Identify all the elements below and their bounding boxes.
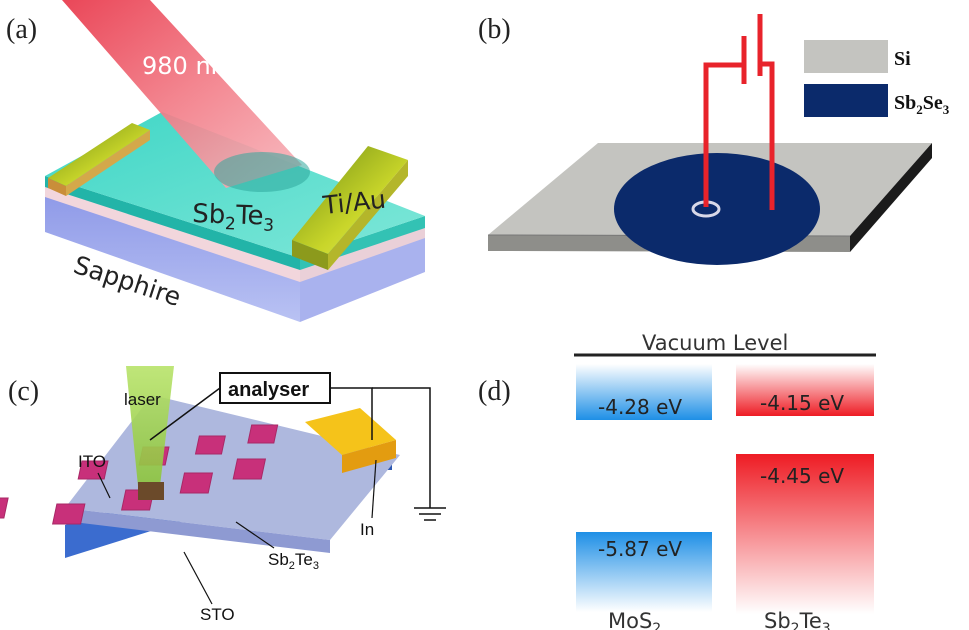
analyser-wire-laser [149, 387, 221, 441]
mos2-label: MoS2 [608, 609, 661, 630]
electrode-right-top [292, 146, 408, 254]
laser-beam [62, 0, 302, 188]
ito-pad [232, 458, 267, 480]
sb2te3-top-band [736, 364, 874, 416]
sb2te3-bottom-band [736, 454, 874, 614]
mos2-top-value: -4.28 eV [598, 395, 682, 419]
indium-front [342, 440, 396, 473]
indium-label: In [360, 520, 374, 539]
probe-wire-right [760, 61, 775, 210]
sto-label: STO [200, 605, 235, 624]
panel-a-label: (a) [6, 14, 37, 45]
sb2se3-disc [614, 153, 820, 265]
electrode-label: Ti/Au [321, 185, 388, 221]
ito-pad [52, 503, 86, 525]
ito-pad [179, 472, 214, 494]
ito-pad [0, 497, 9, 519]
mos2-bottom-value: -5.87 eV [598, 537, 682, 561]
panel-c-label: (c) [8, 376, 39, 407]
indium-pointer [371, 459, 377, 519]
laser-beam-green [126, 366, 174, 486]
pink-layer-front [45, 185, 300, 282]
ito-pointer [97, 472, 111, 499]
film-side-front [45, 176, 300, 270]
ito-label: ITO [78, 452, 106, 471]
ito-pad [247, 424, 279, 444]
analyser-wire-ground [372, 387, 431, 508]
electrode-right-side [292, 240, 328, 270]
legend-label-sb2se3: Sb2Se3 [894, 92, 950, 117]
legend-label-si: Si [894, 48, 911, 70]
sapphire-side-front [45, 195, 300, 322]
probe-wire-left [703, 62, 742, 207]
indium-top [305, 408, 396, 455]
electrode-left-front [66, 130, 150, 196]
ito-pad [77, 460, 109, 480]
panel-b: (b) Si Sb2Se3 [478, 14, 950, 265]
analyser-box [219, 372, 331, 404]
sb2te3-label-d: Sb2Te3 [764, 609, 831, 630]
film-label: Sb2Te3 [192, 199, 275, 236]
analyser-label: analyser [228, 379, 309, 401]
ito-pad [194, 435, 226, 455]
panel-d-label: (d) [478, 376, 511, 407]
sb2te3-pointer [235, 521, 275, 549]
pink-layer-right [300, 226, 425, 282]
panel-a: (a) 980 nm Sb2Te3 Ti/Au Sapphire [6, 0, 425, 322]
sto-pointer [183, 551, 213, 605]
wavelength-label: 980 nm [142, 52, 234, 80]
panel-b-label: (b) [478, 14, 511, 45]
legend-swatch-sb2se3 [804, 84, 888, 117]
electrode-left-side [48, 178, 66, 196]
sb2te3-film-front [65, 508, 330, 553]
si-slab-right [850, 143, 932, 252]
sb2te3-label-c: Sb2Te3 [268, 550, 319, 572]
sapphire-side-right [300, 236, 425, 322]
electrode-right-front [328, 160, 408, 270]
legend-swatch-si [804, 40, 888, 73]
panel-c: (c) analyser [0, 366, 446, 624]
vacuum-level-label: Vacuum Level [642, 331, 788, 355]
sb2te3-top-value: -4.15 eV [760, 391, 844, 415]
sb2te3-bottom-value: -4.45 eV [760, 464, 844, 488]
mos2-conduction-band [576, 364, 712, 420]
panel-d: (d) Vacuum Level -4.28 eV -5.87 eV -4.15… [478, 331, 876, 630]
laser-label: laser [124, 390, 161, 409]
laser-spot-pad [138, 482, 164, 500]
mos2-valence-band [576, 532, 712, 612]
laser-spot [214, 152, 310, 192]
electrode-left-top [48, 123, 150, 186]
